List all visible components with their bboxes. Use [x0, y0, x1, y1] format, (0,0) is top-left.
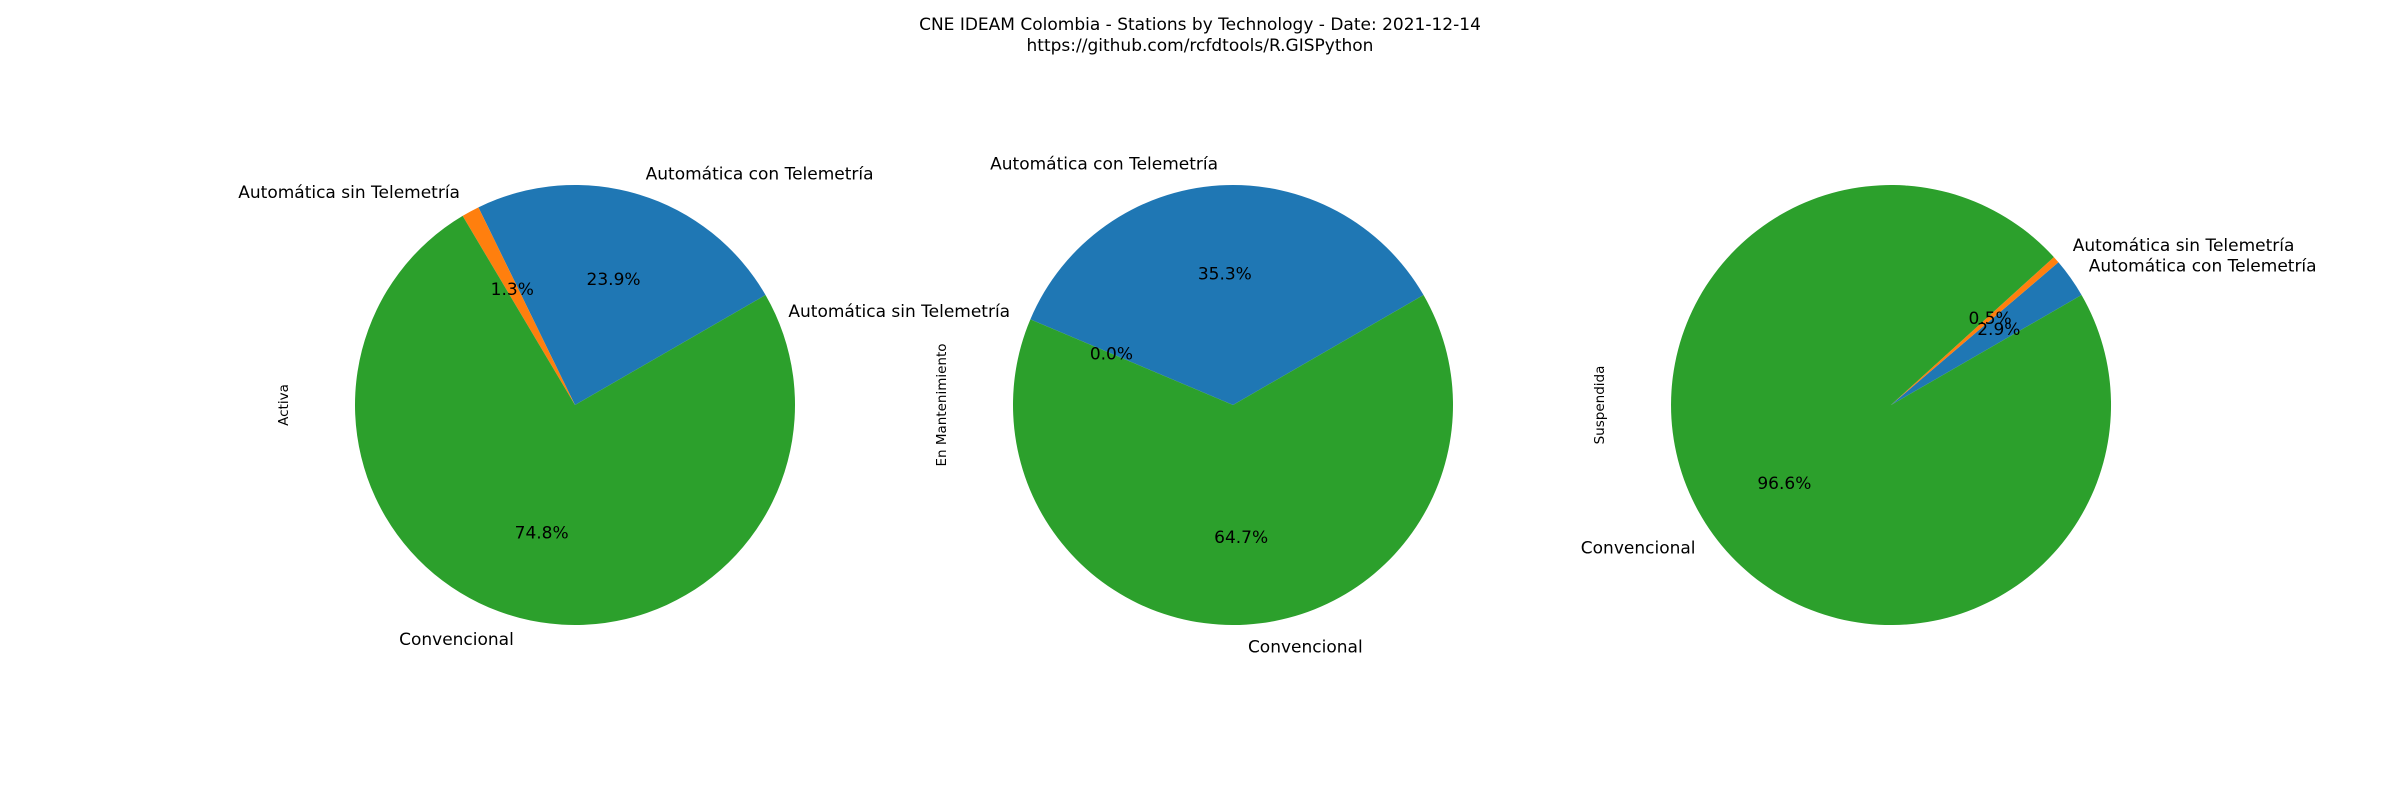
- slice-pct-convencional: 64.7%: [1214, 528, 1268, 548]
- pie-slice-automatica-sin-telemetria: [1891, 257, 2059, 405]
- slice-label-automatica-sin-telemetria: Automática sin Telemetría: [238, 183, 460, 203]
- slice-pct-convencional: 96.6%: [1757, 474, 1811, 494]
- slice-label-automatica-con-telemetria: Automática con Telemetría: [646, 165, 874, 185]
- slice-pct-automatica-con-telemetria: 2.9%: [1977, 320, 2020, 340]
- pie-slice-automatica-con-telemetria: [1891, 262, 2082, 405]
- pie-slice-automatica-con-telemetria: [1030, 184, 1424, 405]
- figure-title: CNE IDEAM Colombia - Stations by Technol…: [919, 15, 1481, 35]
- figure-subtitle-url: https://github.com/rcfdtools/R.GISPython: [1027, 36, 1374, 56]
- pie-ylabel: En Mantenimiento: [934, 343, 950, 466]
- pie-slice-automatica-con-telemetria: [478, 184, 766, 405]
- slice-pct-automatica-con-telemetria: 23.9%: [587, 270, 641, 290]
- pie-slice-convencional: [1013, 295, 1454, 625]
- pie-slice-convencional: [1671, 185, 2112, 626]
- slice-label-automatica-con-telemetria: Automática con Telemetría: [2089, 256, 2317, 276]
- slice-pct-automatica-con-telemetria: 35.3%: [1198, 264, 1252, 284]
- slice-label-automatica-con-telemetria: Automática con Telemetría: [990, 154, 1218, 174]
- slice-pct-automatica-sin-telemetria: 0.0%: [1090, 345, 1133, 365]
- pie-slice-convencional: [355, 215, 796, 625]
- pie-chart-activa: Activa Automática con Telemetría 23.9% Auto…: [238, 165, 873, 651]
- pie-chart-suspendida: Suspendida Automática con Telemetría 2.9% A…: [1581, 185, 2317, 626]
- slice-pct-automatica-sin-telemetria: 1.3%: [491, 280, 534, 300]
- pie-chart-en-mantenimiento: En Mantenimiento Automática con Telemetrí…: [788, 154, 1454, 658]
- slice-label-automatica-sin-telemetria: Automática sin Telemetría: [788, 302, 1010, 322]
- pie-ylabel: Activa: [276, 384, 292, 426]
- slice-pct-automatica-sin-telemetria: 0.5%: [1969, 309, 2012, 329]
- slice-label-convencional: Convencional: [1581, 539, 1696, 559]
- slice-label-automatica-sin-telemetria: Automática sin Telemetría: [2073, 236, 2295, 256]
- slice-pct-convencional: 74.8%: [515, 524, 569, 544]
- pie-slice-automatica-sin-telemetria: [462, 207, 575, 405]
- pie-ylabel: Suspendida: [1592, 366, 1608, 445]
- slice-label-convencional: Convencional: [399, 630, 514, 650]
- slice-label-convencional: Convencional: [1248, 638, 1363, 658]
